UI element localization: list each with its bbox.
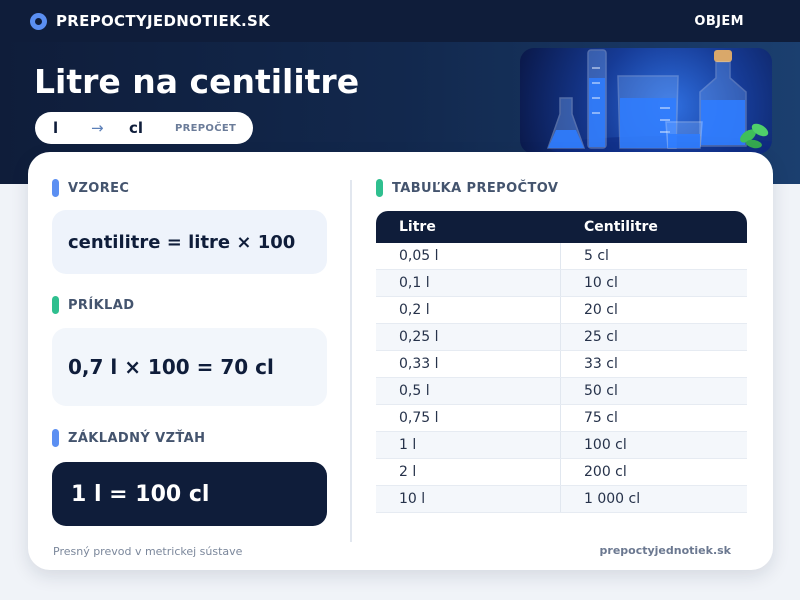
table-row: 0,33 l 33 cl xyxy=(376,351,747,378)
table-cell-litre: 1 l xyxy=(376,432,561,458)
table-header: Litre Centilitre xyxy=(376,211,747,243)
table-cell-litre: 0,5 l xyxy=(376,378,561,404)
to-unit: cl xyxy=(129,119,144,137)
table-title: TABUĽKA PREPOČTOV xyxy=(392,180,559,196)
table-row: 0,1 l 10 cl xyxy=(376,270,747,297)
column-header-centilitre: Centilitre xyxy=(584,219,658,235)
relation-accent-bar xyxy=(52,429,59,447)
table-cell-litre: 0,05 l xyxy=(376,243,561,269)
example-expression: 0,7 l × 100 = 70 cl xyxy=(68,355,274,379)
relation-title: ZÁKLADNÝ VZŤAH xyxy=(68,430,206,446)
table-cell-centilitre: 1 000 cl xyxy=(584,491,641,507)
from-unit: l xyxy=(53,119,59,137)
brand[interactable]: PREPOCTYJEDNOTIEK.SK xyxy=(30,12,270,30)
arrow-right-icon: → xyxy=(91,119,104,137)
table-cell-litre: 10 l xyxy=(376,486,561,512)
convert-button[interactable]: PREPOČET xyxy=(175,122,237,134)
table-row: 0,2 l 20 cl xyxy=(376,297,747,324)
formula-expression: centilitre = litre × 100 xyxy=(68,231,296,253)
table-body: 0,05 l 5 cl 0,1 l 10 cl 0,2 l 20 cl 0,25 l 2… xyxy=(376,243,747,513)
table-cell-centilitre: 20 cl xyxy=(584,302,618,318)
table-row: 0,5 l 50 cl xyxy=(376,378,747,405)
formula-title: VZOREC xyxy=(68,180,130,196)
brand-logo-icon xyxy=(30,12,47,30)
table-row: 1 l 100 cl xyxy=(376,432,747,459)
relation-expression: 1 l = 100 cl xyxy=(71,481,210,507)
table-cell-litre: 0,33 l xyxy=(376,351,561,377)
converter-card: VZOREC centilitre = litre × 100 PRÍKLAD … xyxy=(28,152,773,570)
column-divider xyxy=(350,180,352,542)
formula-accent-bar xyxy=(52,179,59,197)
table-cell-centilitre: 25 cl xyxy=(584,329,618,345)
table-cell-centilitre: 10 cl xyxy=(584,275,618,291)
table-cell-centilitre: 100 cl xyxy=(584,437,627,453)
laboratory-glassware-image xyxy=(520,48,772,154)
table-row: 2 l 200 cl xyxy=(376,459,747,486)
formula-box: centilitre = litre × 100 xyxy=(52,210,327,274)
brand-name[interactable]: PREPOCTYJEDNOTIEK.SK xyxy=(56,12,271,30)
footer-note: Presný prevod v metrickej sústave xyxy=(53,545,243,558)
example-heading: PRÍKLAD xyxy=(52,296,134,314)
table-cell-centilitre: 5 cl xyxy=(584,248,609,264)
table-row: 10 l 1 000 cl xyxy=(376,486,747,513)
nav-link-volume[interactable]: OBJEM xyxy=(694,13,744,29)
table-cell-litre: 0,2 l xyxy=(376,297,561,323)
unit-converter-pill[interactable]: l → cl PREPOČET xyxy=(35,112,253,144)
table-cell-litre: 0,75 l xyxy=(376,405,561,431)
top-bar: PREPOCTYJEDNOTIEK.SK OBJEM xyxy=(0,0,800,42)
table-cell-centilitre: 200 cl xyxy=(584,464,627,480)
column-header-litre: Litre xyxy=(399,219,436,235)
table-heading: TABUĽKA PREPOČTOV xyxy=(376,179,558,197)
example-box: 0,7 l × 100 = 70 cl xyxy=(52,328,327,406)
table-row: 0,25 l 25 cl xyxy=(376,324,747,351)
example-title: PRÍKLAD xyxy=(68,297,135,313)
glassware-illustration xyxy=(546,49,772,154)
table-cell-centilitre: 33 cl xyxy=(584,356,618,372)
conversion-table: Litre Centilitre 0,05 l 5 cl 0,1 l 10 cl 0… xyxy=(376,211,747,513)
table-cell-centilitre: 50 cl xyxy=(584,383,618,399)
table-cell-litre: 0,1 l xyxy=(376,270,561,296)
relation-box: 1 l = 100 cl xyxy=(52,462,327,526)
table-row: 0,05 l 5 cl xyxy=(376,243,747,270)
table-accent-bar xyxy=(376,179,383,197)
formula-heading: VZOREC xyxy=(52,179,129,197)
table-cell-litre: 2 l xyxy=(376,459,561,485)
table-cell-centilitre: 75 cl xyxy=(584,410,618,426)
page-title: Litre na centilitre xyxy=(34,62,360,101)
footer-site-link[interactable]: prepoctyjednotiek.sk xyxy=(599,544,731,557)
table-row: 0,75 l 75 cl xyxy=(376,405,747,432)
example-accent-bar xyxy=(52,296,59,314)
relation-heading: ZÁKLADNÝ VZŤAH xyxy=(52,429,205,447)
table-cell-litre: 0,25 l xyxy=(376,324,561,350)
